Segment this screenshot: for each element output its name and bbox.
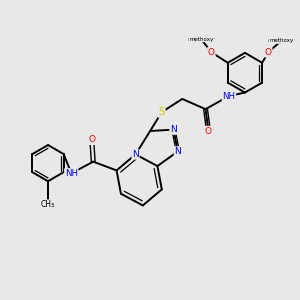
Text: O: O: [205, 127, 212, 136]
Text: NH: NH: [65, 169, 78, 178]
Text: S: S: [159, 107, 165, 117]
Text: methoxy: methoxy: [269, 38, 293, 43]
Text: NH: NH: [222, 92, 236, 100]
Text: N: N: [132, 150, 139, 159]
Text: CH₃: CH₃: [41, 200, 55, 209]
Text: methoxy: methoxy: [189, 37, 213, 42]
Text: O: O: [265, 48, 272, 57]
Text: methoxy: methoxy: [188, 37, 215, 42]
Text: methoxy: methoxy: [268, 38, 295, 43]
Text: N: N: [175, 147, 181, 156]
Text: O: O: [208, 48, 215, 57]
Text: N: N: [170, 125, 177, 134]
Text: O: O: [88, 135, 95, 144]
